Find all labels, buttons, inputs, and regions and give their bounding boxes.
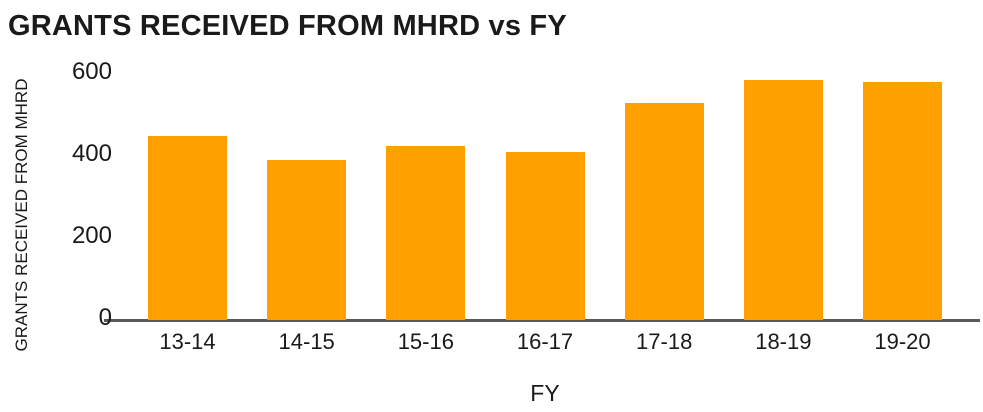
x-tick-label: 17-18 xyxy=(636,329,693,354)
x-tick-label: 13-14 xyxy=(159,329,216,354)
x-tick-label: 15-16 xyxy=(397,329,454,354)
x-axis-line xyxy=(104,319,980,322)
chart-title: GRANTS RECEIVED FROM MHRD vs FY xyxy=(8,10,567,42)
bar-19-20 xyxy=(863,82,943,320)
bar-15-16 xyxy=(386,145,466,320)
y-tick-label: 400 xyxy=(71,140,112,168)
x-tick-label: 19-20 xyxy=(874,329,931,354)
bar-17-18 xyxy=(624,102,704,320)
x-tick-label: 16-17 xyxy=(516,329,574,354)
y-tick-label: 200 xyxy=(71,222,112,250)
x-tick-label: 14-15 xyxy=(278,329,335,354)
bar-13-14 xyxy=(148,135,227,320)
y-tick-label: 600 xyxy=(71,58,112,86)
y-tick-label: 0 xyxy=(98,304,112,332)
bar-16-17 xyxy=(505,151,585,320)
bar-14-15 xyxy=(267,160,347,320)
x-tick-label: 18-19 xyxy=(755,329,812,354)
bar-18-19 xyxy=(743,80,823,320)
x-axis-title: FY xyxy=(530,380,560,406)
